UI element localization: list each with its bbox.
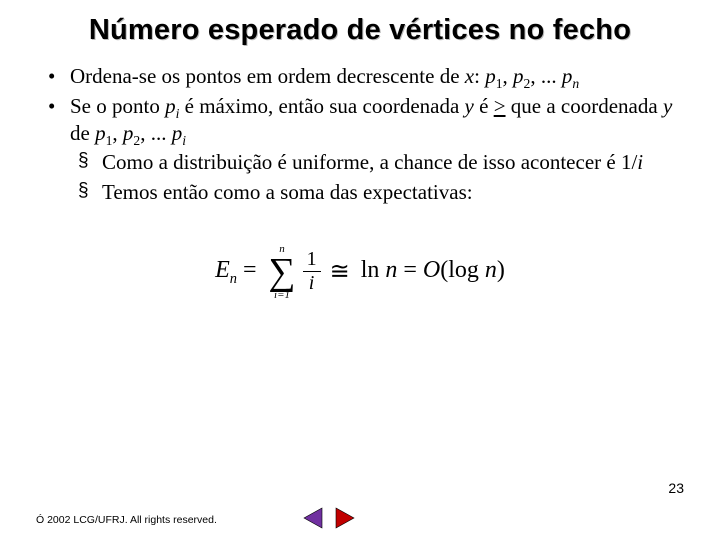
- next-button[interactable]: [332, 506, 358, 530]
- prev-button[interactable]: [300, 506, 326, 530]
- ge-symbol: >: [494, 94, 506, 118]
- equation-block: En = n∑i=11i≅ ln n = O(log n): [36, 249, 684, 294]
- bullet-list: Ordena-se os pontos em ordem decrescente…: [36, 63, 684, 205]
- eq-equals: =: [237, 257, 263, 283]
- text: ,: [112, 121, 123, 145]
- eq-ln: ln: [355, 257, 386, 283]
- page-number: 23: [668, 480, 684, 496]
- var-p: p: [562, 64, 573, 88]
- text: Ordena-se os pontos em ordem decrescente…: [70, 64, 465, 88]
- text: Se o ponto: [70, 94, 165, 118]
- footer-text: 2002 LCG/UFRJ. All rights reserved.: [44, 514, 217, 526]
- var-p: p: [123, 121, 134, 145]
- text: , ...: [530, 64, 562, 88]
- var-y: y: [663, 94, 672, 118]
- text: é: [474, 94, 494, 118]
- sigma-bottom: i=1: [268, 289, 295, 301]
- frac-den: i: [303, 273, 321, 294]
- text: é máximo, então sua coordenada: [179, 94, 464, 118]
- triangle-left-icon: [300, 506, 326, 530]
- text: :: [474, 64, 485, 88]
- var-p: p: [95, 121, 106, 145]
- bullet-1: Ordena-se os pontos em ordem decrescente…: [70, 63, 684, 90]
- text: Temos então como a soma das expectativas…: [102, 180, 473, 204]
- var-i: i: [637, 150, 643, 174]
- text: que a coordenada: [506, 94, 663, 118]
- text: , ...: [140, 121, 172, 145]
- var-p: p: [165, 94, 176, 118]
- sub: n: [572, 76, 579, 91]
- slide: Número esperado de vértices no fecho Ord…: [0, 0, 720, 540]
- sub-bullet-1: Como a distribuição é uniforme, a chance…: [102, 149, 684, 176]
- var-p: p: [172, 121, 183, 145]
- sub-bullet-list: Como a distribuição é uniforme, a chance…: [70, 149, 684, 206]
- footer: Ó 2002 LCG/UFRJ. All rights reserved.: [36, 514, 217, 526]
- frac-num: 1: [303, 249, 321, 270]
- copyright-symbol: Ó: [36, 514, 44, 526]
- eq-close: ): [497, 257, 505, 283]
- var-p: p: [485, 64, 496, 88]
- var-y: y: [465, 94, 474, 118]
- equation: En = n∑i=11i≅ ln n = O(log n): [215, 249, 505, 294]
- sigma-icon: n∑i=1: [268, 255, 295, 289]
- text: Como a distribuição é uniforme, a chance…: [102, 150, 637, 174]
- var-x: x: [465, 64, 474, 88]
- text: de: [70, 121, 95, 145]
- nav-buttons: [300, 506, 358, 530]
- eq-O: O: [423, 257, 440, 283]
- sub-bullet-2: Temos então como a soma das expectativas…: [102, 179, 684, 206]
- slide-title: Número esperado de vértices no fecho: [36, 14, 684, 47]
- eq-n2: n: [485, 257, 497, 283]
- sub: 1: [496, 76, 503, 91]
- eq-open: (log: [440, 257, 485, 283]
- var-p: p: [513, 64, 524, 88]
- text: ,: [503, 64, 514, 88]
- eq-equals2: =: [397, 257, 423, 283]
- sigma-top: n: [268, 243, 295, 255]
- eq-n-sub: n: [230, 271, 237, 287]
- fraction: 1i: [303, 249, 321, 294]
- triangle-right-icon: [332, 506, 358, 530]
- sub: i: [182, 133, 186, 148]
- eq-n: n: [385, 257, 397, 283]
- bullet-2: Se o ponto pi é máximo, então sua coorde…: [70, 93, 684, 206]
- eq-E: E: [215, 257, 230, 283]
- approx-symbol: ≅: [330, 257, 350, 286]
